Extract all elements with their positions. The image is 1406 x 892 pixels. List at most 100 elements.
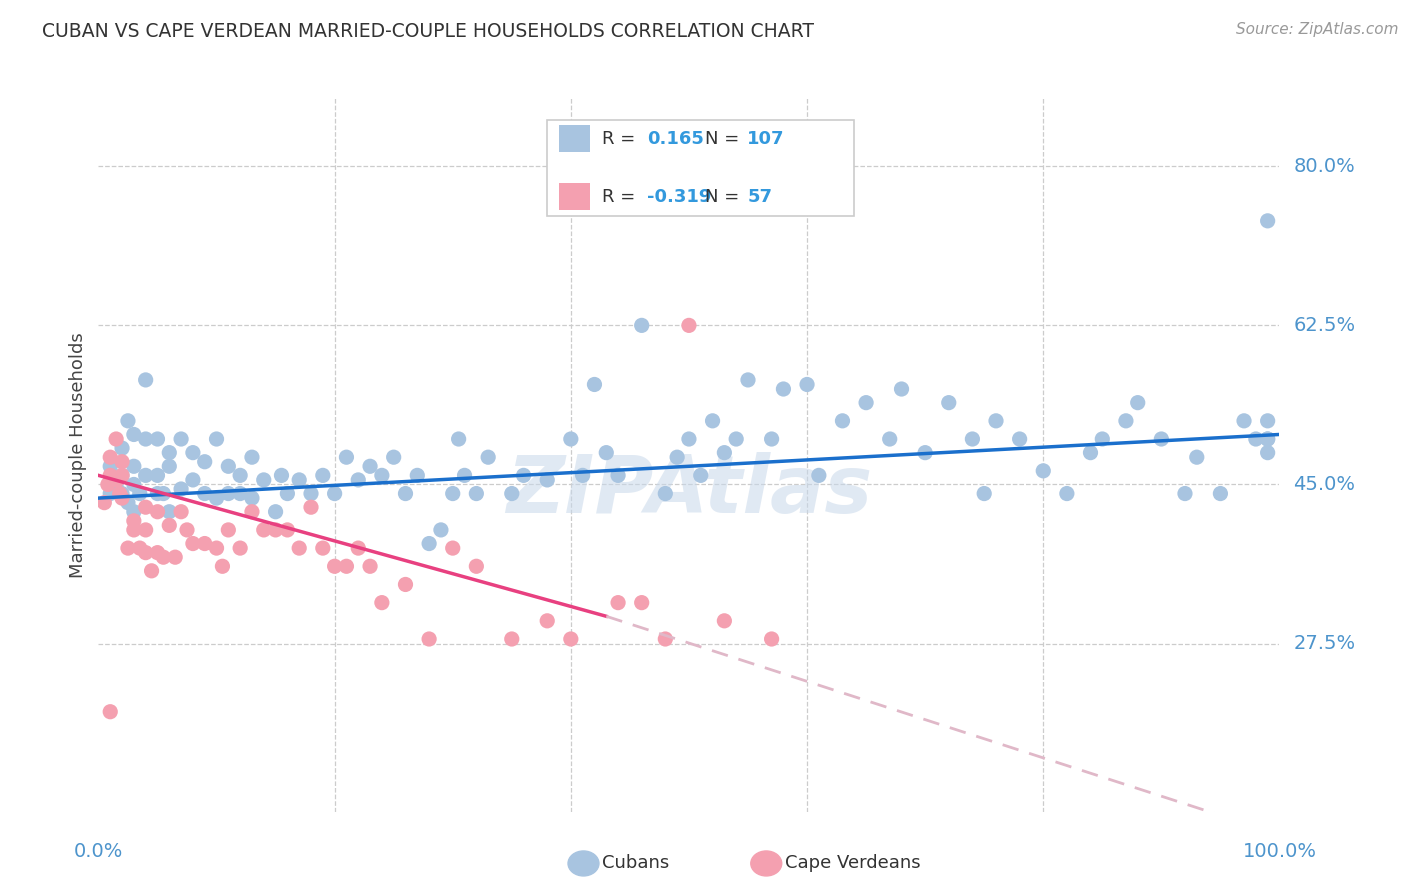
Point — [98, 450, 121, 465]
Point — [536, 614, 558, 628]
Point — [807, 468, 830, 483]
Point — [666, 450, 689, 465]
Point — [477, 450, 499, 465]
Point — [205, 491, 228, 505]
Point — [418, 536, 440, 550]
Point — [229, 468, 252, 483]
Point — [1150, 432, 1173, 446]
Point — [176, 523, 198, 537]
Point — [323, 559, 346, 574]
Point — [1233, 414, 1256, 428]
Point — [1185, 450, 1208, 465]
Text: 27.5%: 27.5% — [1294, 634, 1355, 653]
Point — [135, 523, 157, 537]
Point — [122, 514, 145, 528]
Point — [796, 377, 818, 392]
Text: 0.0%: 0.0% — [73, 842, 124, 862]
Point — [105, 473, 128, 487]
Point — [465, 559, 488, 574]
Point — [97, 477, 120, 491]
Point — [607, 596, 630, 610]
Point — [181, 445, 204, 459]
Point — [194, 486, 217, 500]
Point — [654, 632, 676, 646]
Point — [501, 632, 523, 646]
Point — [713, 614, 735, 628]
Point — [253, 473, 276, 487]
Point — [217, 486, 239, 500]
Point — [725, 432, 748, 446]
Text: ZIPAtlas: ZIPAtlas — [506, 451, 872, 530]
Point — [194, 536, 217, 550]
Point — [512, 468, 534, 483]
Point — [98, 459, 121, 474]
Point — [1056, 486, 1078, 500]
Point — [630, 596, 652, 610]
Point — [501, 486, 523, 500]
Point — [560, 432, 582, 446]
Point — [157, 459, 180, 474]
Point — [312, 541, 335, 555]
Point — [117, 414, 139, 428]
Point — [441, 486, 464, 500]
Point — [323, 486, 346, 500]
Point — [382, 450, 405, 465]
Point — [111, 468, 134, 483]
Point — [335, 450, 357, 465]
Point — [98, 705, 121, 719]
Point — [170, 482, 193, 496]
Point — [312, 468, 335, 483]
Point — [111, 486, 134, 500]
Point — [122, 477, 145, 491]
Point — [146, 546, 169, 560]
Point — [1244, 432, 1267, 446]
Point — [157, 518, 180, 533]
Point — [105, 477, 128, 491]
Point — [938, 395, 960, 409]
Point — [583, 377, 606, 392]
Point — [654, 486, 676, 500]
Point — [229, 486, 252, 500]
Y-axis label: Married-couple Households: Married-couple Households — [69, 332, 87, 578]
Point — [1257, 414, 1279, 428]
Point — [146, 468, 169, 483]
Point — [146, 505, 169, 519]
Point — [1209, 486, 1232, 500]
Point — [170, 505, 193, 519]
Point — [117, 496, 139, 510]
Text: Cape Verdeans: Cape Verdeans — [785, 855, 920, 872]
Point — [98, 468, 121, 483]
Point — [441, 541, 464, 555]
Point — [288, 541, 311, 555]
Point — [217, 459, 239, 474]
Point — [253, 523, 276, 537]
Point — [371, 596, 394, 610]
Text: 57: 57 — [748, 187, 772, 205]
Point — [111, 455, 134, 469]
Text: -0.319: -0.319 — [648, 187, 711, 205]
Point — [713, 445, 735, 459]
Point — [299, 500, 322, 515]
Point — [1174, 486, 1197, 500]
Text: 107: 107 — [748, 130, 785, 148]
Point — [122, 459, 145, 474]
Point — [359, 559, 381, 574]
Point — [831, 414, 853, 428]
Point — [122, 523, 145, 537]
Point — [1257, 432, 1279, 446]
Point — [146, 486, 169, 500]
Point — [181, 473, 204, 487]
Point — [630, 318, 652, 333]
Point — [689, 468, 711, 483]
Point — [772, 382, 794, 396]
Point — [465, 486, 488, 500]
Point — [879, 432, 901, 446]
Point — [205, 432, 228, 446]
Point — [111, 441, 134, 455]
Point — [1257, 214, 1279, 228]
Point — [453, 468, 475, 483]
Point — [761, 432, 783, 446]
Point — [276, 523, 298, 537]
Point — [135, 373, 157, 387]
Point — [1032, 464, 1054, 478]
